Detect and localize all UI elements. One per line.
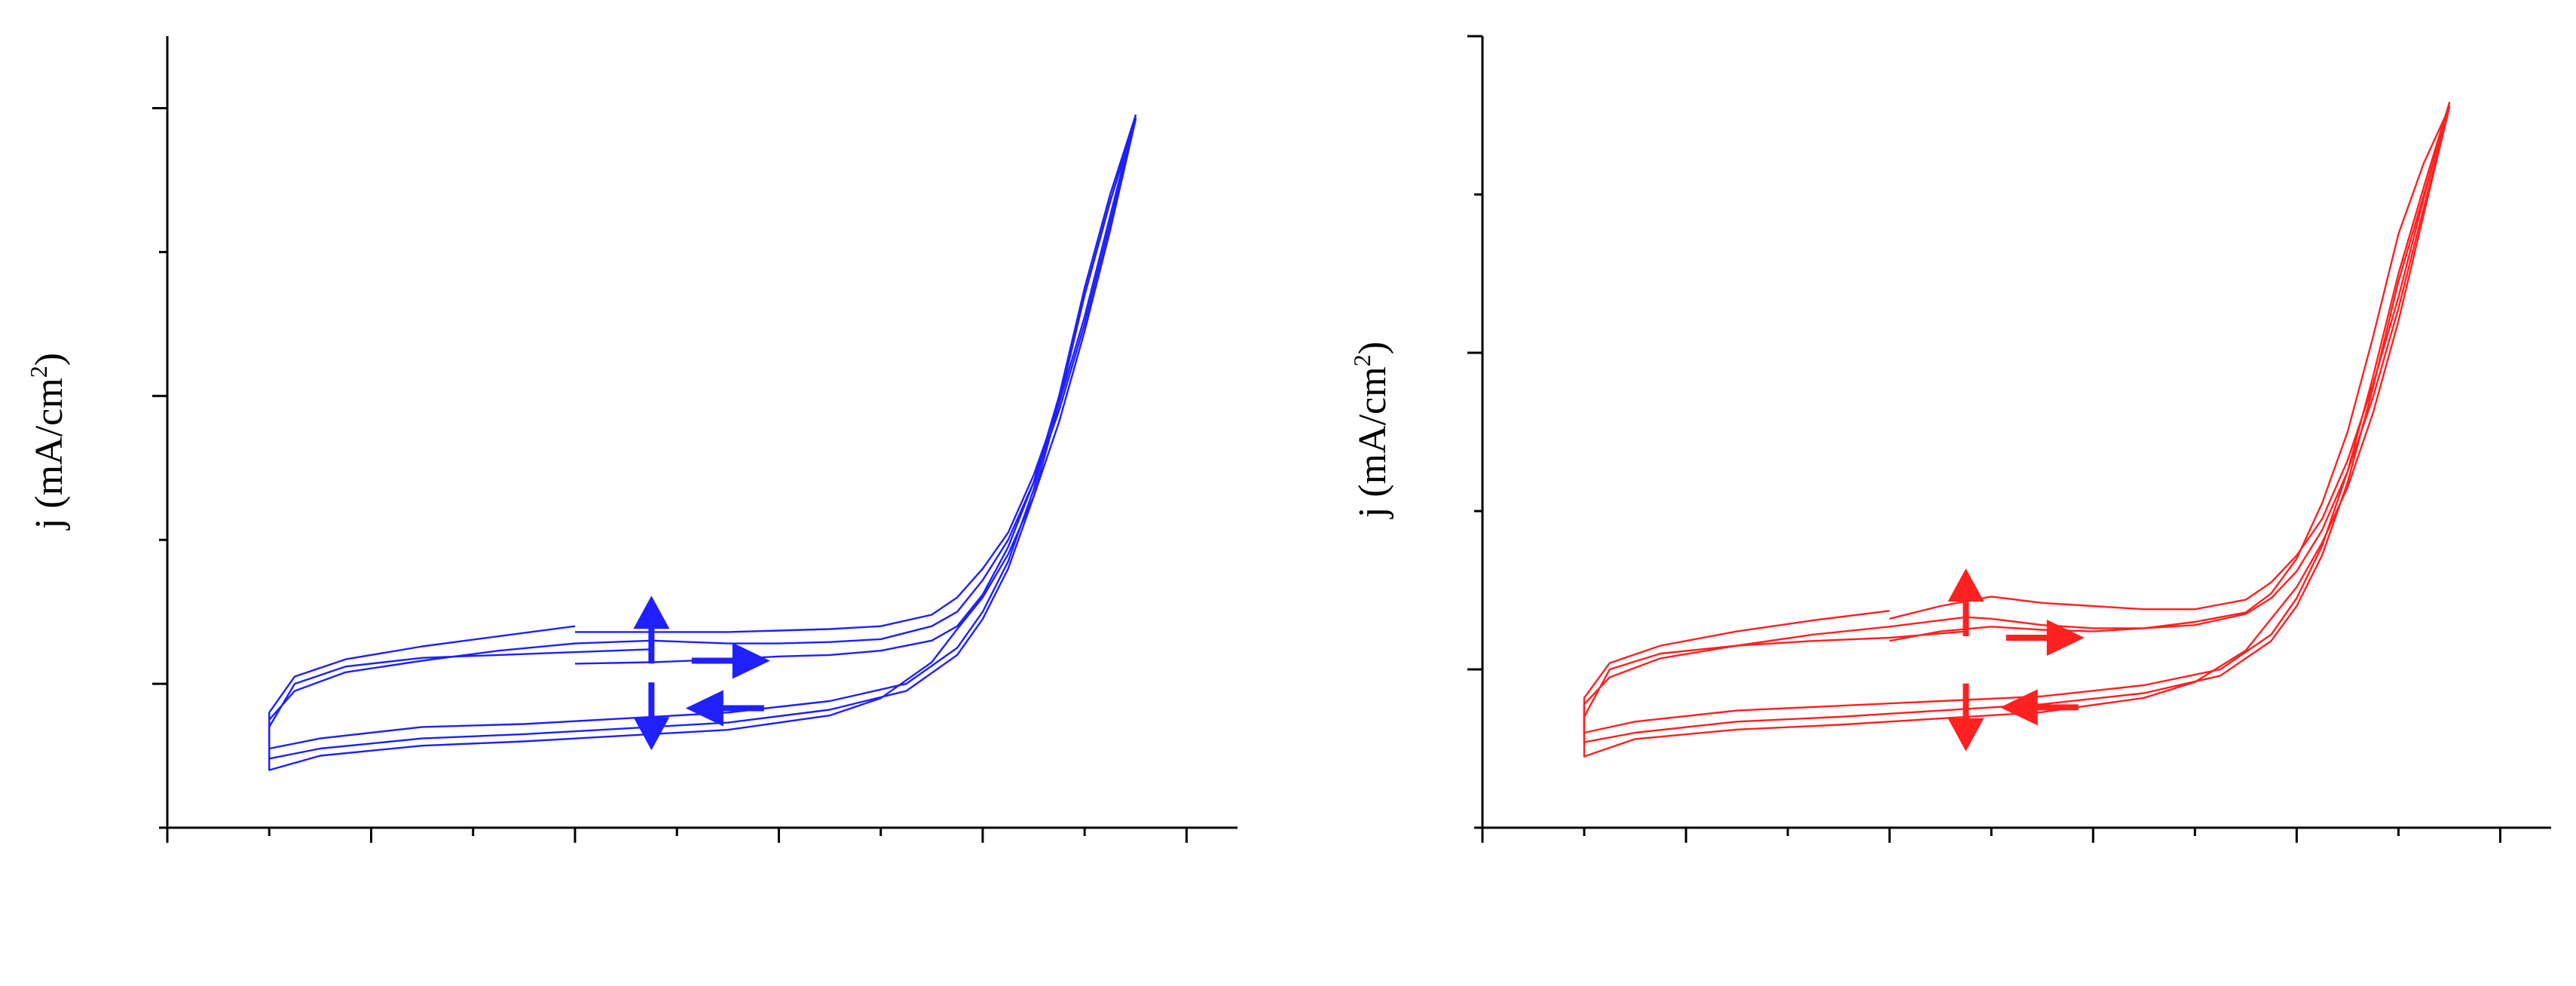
arrow-down [1947,683,1984,752]
arrow-left [1999,689,2079,726]
arrow-head [1947,568,1984,602]
arrow-head [1999,689,2038,726]
y-axis-label: j (mA/cm2) [1348,341,1394,519]
arrow-head [2046,620,2085,656]
series-line-2 [268,117,1137,760]
series-line-3 [268,118,1137,771]
arrow-up [1947,568,1984,636]
arrow-head [732,642,770,679]
series-line-1 [268,114,1137,750]
y-axis-label-main: j (mA/cm [28,378,71,531]
series-line-3 [1583,106,2451,758]
arrow-head [633,717,670,751]
y-axis-label-close: ) [1351,341,1394,354]
panel-a: j (mA/cm2) [25,36,1238,843]
arrow-up [633,596,670,664]
arrow-head [633,596,670,629]
arrow-right [691,642,770,679]
panel-b: j (mA/cm2) [1348,35,2551,843]
y-axis-label-main: j (mA/cm [1351,366,1394,519]
arrow-down [633,682,670,751]
y-axis-label: j (mA/cm2) [25,353,71,531]
arrow-right [2005,620,2085,656]
arrow-left [685,690,764,727]
y-axis-label-superscript: 2 [25,366,52,378]
series-line-2 [1583,105,2451,743]
y-axis-label-close: ) [28,353,71,366]
arrow-head [1947,718,1984,752]
y-axis-label-superscript: 2 [1348,354,1375,366]
arrow-head [685,690,724,727]
